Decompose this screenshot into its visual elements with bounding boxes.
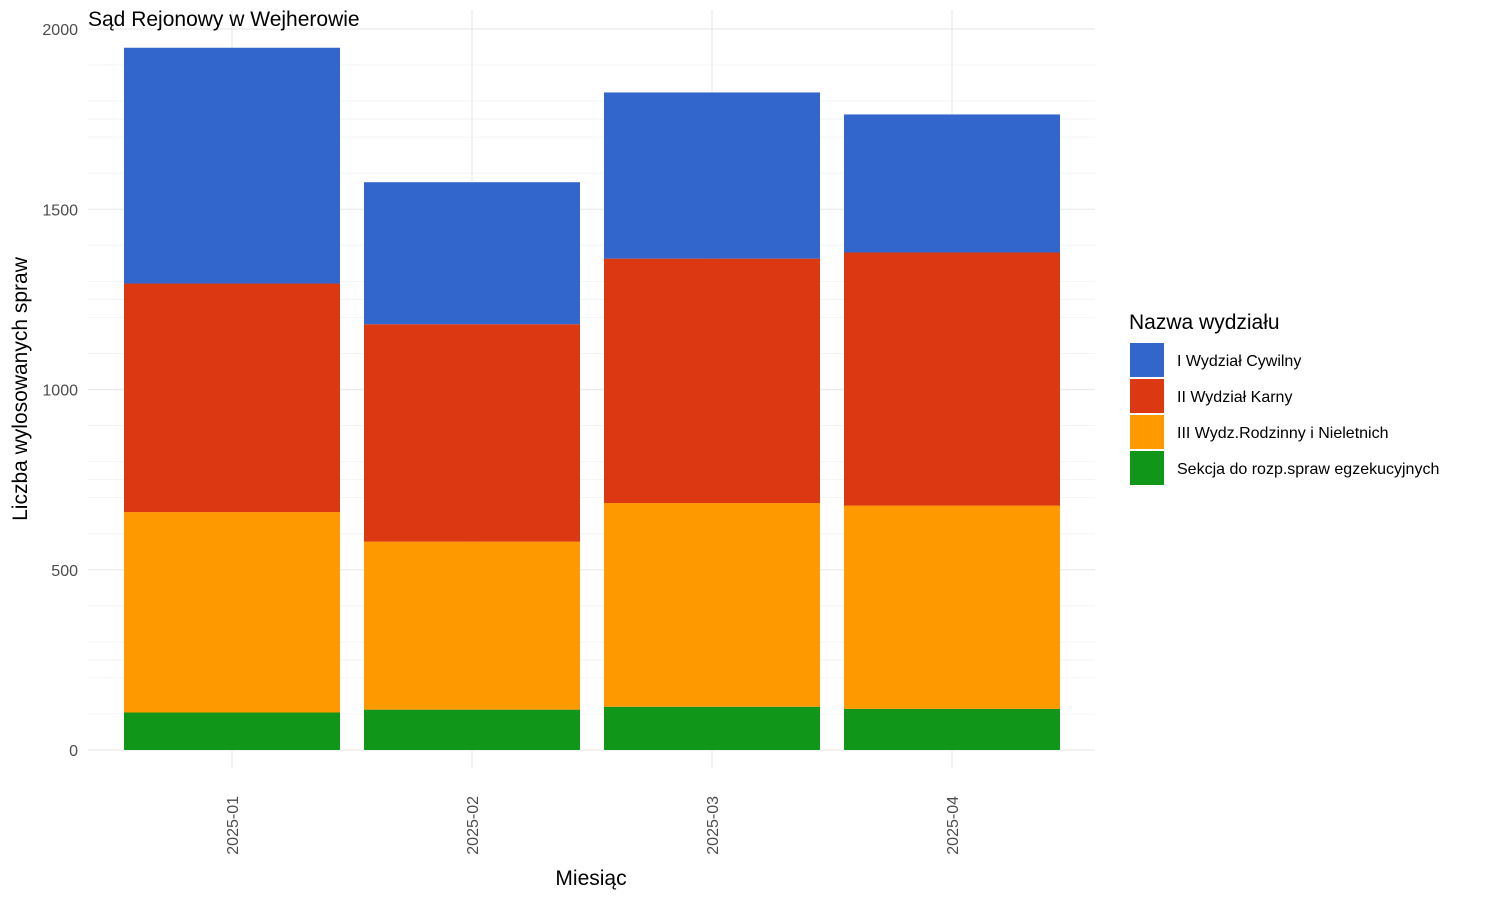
bar-segment bbox=[364, 324, 580, 542]
bar-segment bbox=[604, 706, 820, 750]
y-tick-label: 0 bbox=[69, 743, 78, 760]
legend-label: III Wydz.Rodzinny i Nieletnich bbox=[1177, 425, 1389, 442]
bar-segment bbox=[124, 47, 340, 284]
chart-title: Sąd Rejonowy w Wejherowie bbox=[88, 8, 360, 31]
x-axis-ticks: 2025-01 2025-02 2025-03 2025-04 bbox=[225, 796, 962, 855]
legend-swatch bbox=[1130, 343, 1164, 377]
bar-segment bbox=[124, 512, 340, 713]
x-tick-label: 2025-03 bbox=[705, 796, 722, 855]
legend-swatch bbox=[1130, 415, 1164, 449]
bar-segment bbox=[364, 182, 580, 325]
bar-segment bbox=[604, 92, 820, 259]
x-tick-label: 2025-01 bbox=[225, 796, 242, 855]
x-tick-label: 2025-04 bbox=[945, 796, 962, 855]
bar-segment bbox=[364, 541, 580, 710]
bar-segment bbox=[604, 258, 820, 504]
bar-segment bbox=[124, 283, 340, 513]
bars bbox=[124, 47, 1060, 750]
bar-segment bbox=[604, 503, 820, 707]
legend-label: I Wydział Cywilny bbox=[1177, 353, 1301, 370]
bar-segment bbox=[364, 709, 580, 750]
y-tick-label: 2000 bbox=[42, 22, 78, 39]
bar-segment bbox=[844, 708, 1060, 750]
legend: Nazwa wydziału I Wydział Cywilny II Wydzi… bbox=[1129, 311, 1439, 485]
legend-label: Sekcja do rozp.spraw egzekucyjnych bbox=[1177, 461, 1439, 478]
y-tick-label: 500 bbox=[51, 563, 78, 580]
y-tick-label: 1000 bbox=[42, 383, 78, 400]
legend-title: Nazwa wydziału bbox=[1129, 311, 1280, 334]
x-tick-label: 2025-02 bbox=[465, 796, 482, 855]
bar-segment bbox=[844, 114, 1060, 253]
x-axis-title: Miesiąc bbox=[555, 867, 626, 890]
y-axis-ticks: 0 500 1000 1500 2000 bbox=[42, 22, 78, 760]
y-tick-label: 1500 bbox=[42, 202, 78, 219]
legend-label: II Wydział Karny bbox=[1177, 389, 1292, 406]
bar-segment bbox=[844, 252, 1060, 506]
bar-segment bbox=[844, 505, 1060, 709]
legend-swatch bbox=[1130, 379, 1164, 413]
bar-segment bbox=[124, 712, 340, 750]
legend-swatch bbox=[1130, 451, 1164, 485]
y-axis-title: Liczba wylosowanych spraw bbox=[9, 256, 32, 521]
